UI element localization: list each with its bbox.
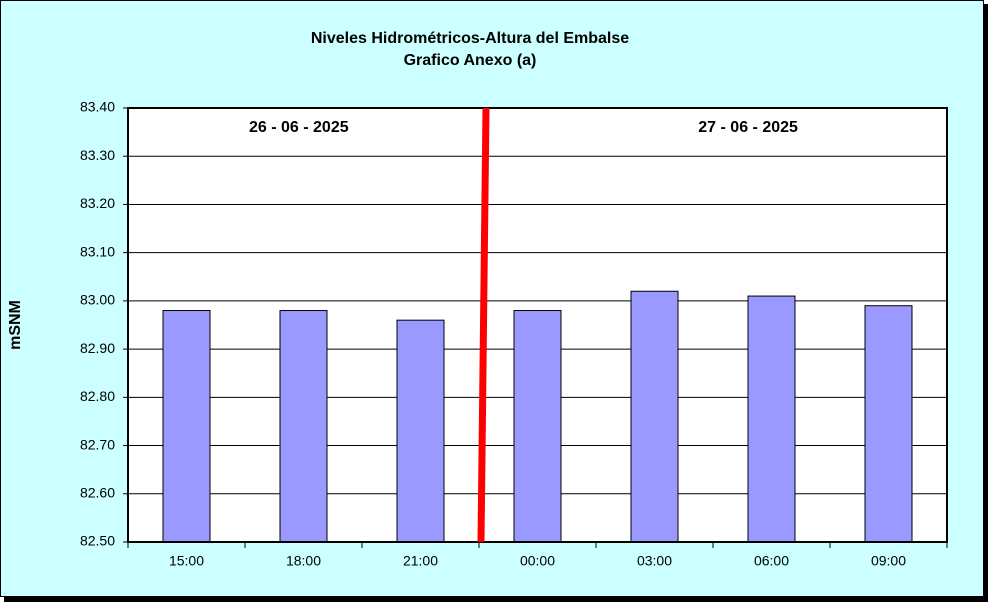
bar [747,295,796,543]
bar [396,319,445,543]
day-separator [477,107,490,543]
y-tick-label: 83.10 [80,243,115,259]
bar [162,310,211,543]
x-tick-label: 18:00 [286,553,321,569]
y-tick-label: 83.00 [80,292,115,308]
y-tick-label: 83.20 [80,195,115,211]
plot-border [127,107,948,543]
y-tick-label: 82.80 [80,388,115,404]
y-tick-label: 83.30 [80,147,115,163]
y-tick-label: 83.40 [80,99,115,115]
bar [864,305,913,543]
x-tick-label: 21:00 [403,553,438,569]
x-tick-label: 06:00 [754,553,789,569]
y-tick-label: 82.50 [80,533,115,549]
date-annotation: 26 - 06 - 2025 [249,119,349,136]
chart-title: Niveles Hidrométricos-Altura del Embalse [311,30,629,47]
bar [513,310,562,543]
y-axis-label: mSNM [7,300,24,350]
y-tick-label: 82.90 [80,340,115,356]
x-tick-label: 15:00 [169,553,204,569]
y-tick-label: 82.70 [80,436,115,452]
bar [279,310,328,543]
y-tick-label: 82.60 [80,484,115,500]
bar [630,290,679,543]
x-tick-label: 03:00 [637,553,672,569]
date-annotation: 27 - 06 - 2025 [698,119,798,136]
x-tick-label: 00:00 [520,553,555,569]
chart-subtitle: Grafico Anexo (a) [404,52,537,69]
x-tick-label: 09:00 [871,553,906,569]
